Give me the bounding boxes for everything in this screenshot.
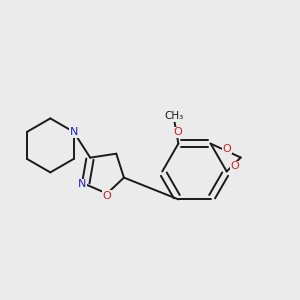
Text: O: O bbox=[173, 127, 182, 137]
Text: N: N bbox=[70, 127, 78, 137]
Text: CH₃: CH₃ bbox=[165, 111, 184, 121]
Text: N: N bbox=[78, 179, 87, 189]
Text: O: O bbox=[103, 191, 111, 201]
Text: O: O bbox=[223, 144, 231, 154]
Text: O: O bbox=[230, 161, 239, 171]
